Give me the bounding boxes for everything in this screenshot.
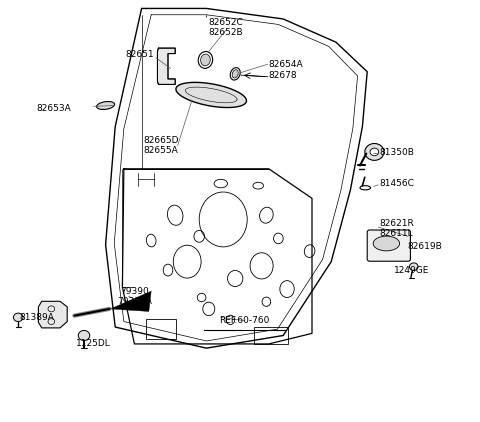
Ellipse shape [96,102,115,109]
Text: 79390
79380A: 79390 79380A [118,287,153,306]
Text: 1125DL: 1125DL [76,339,111,349]
Circle shape [365,143,384,160]
Polygon shape [157,48,175,84]
Text: 82651: 82651 [125,50,154,60]
Bar [146,319,176,339]
Polygon shape [176,82,247,108]
Text: REF.60-760: REF.60-760 [220,316,270,325]
Text: 81350B: 81350B [379,148,414,157]
Circle shape [78,330,90,341]
Ellipse shape [232,70,238,78]
Text: 82678: 82678 [269,71,298,81]
Text: 82654A: 82654A [269,60,303,69]
Circle shape [409,263,418,271]
Ellipse shape [201,54,210,66]
Text: 1249GE: 1249GE [394,265,429,275]
Text: 81389A: 81389A [19,313,54,322]
Ellipse shape [373,236,399,251]
Text: 82619B: 82619B [407,242,442,251]
Text: 82652C
82652B: 82652C 82652B [208,18,243,37]
Text: 82621R
82611L: 82621R 82611L [379,219,414,238]
Text: 82665D
82655A: 82665D 82655A [143,136,179,155]
Polygon shape [38,301,67,328]
Polygon shape [110,291,151,311]
Text: 81456C: 81456C [379,179,414,188]
Text: 82653A: 82653A [36,104,71,114]
Bar [254,327,288,344]
Circle shape [13,313,23,322]
Circle shape [370,148,379,156]
FancyBboxPatch shape [367,230,410,261]
